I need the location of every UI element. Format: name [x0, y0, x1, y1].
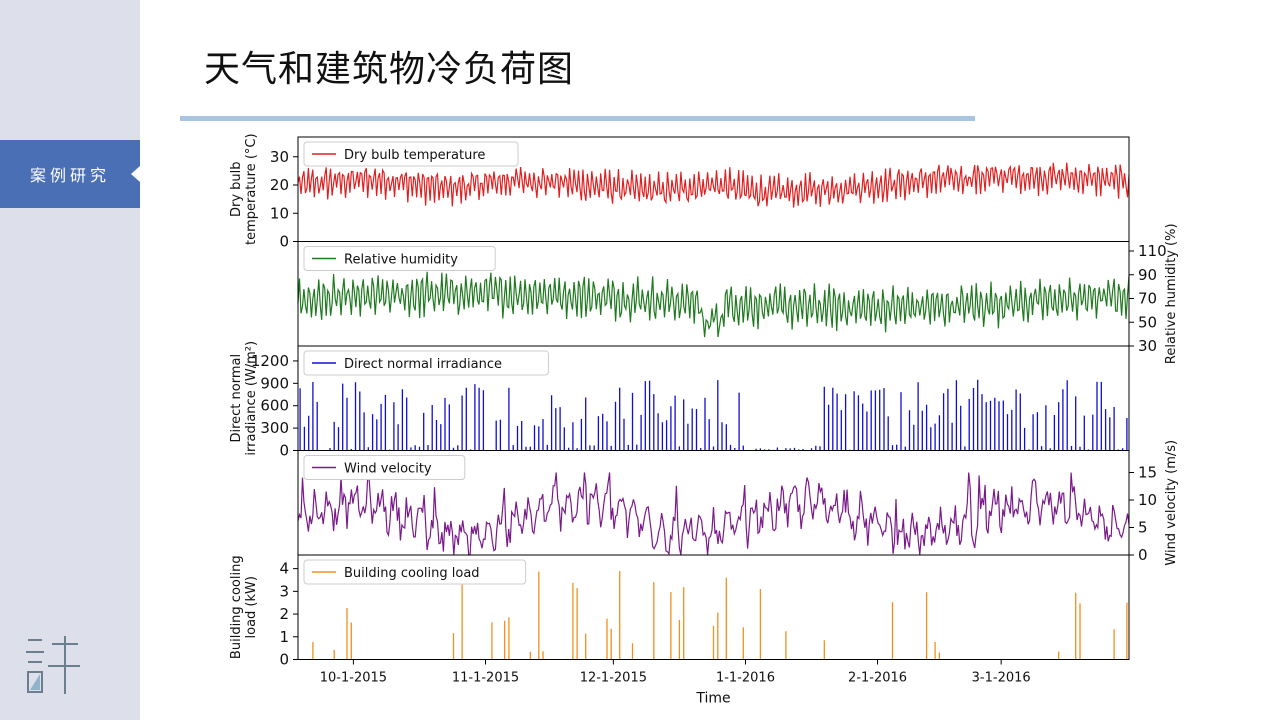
series-line-0	[297, 162, 1130, 208]
y-axis-label: Wind velocity (m/s)	[1164, 440, 1179, 566]
y-tick-label: 2	[279, 605, 289, 623]
y-tick-label: 900	[260, 374, 289, 392]
y-axis-label: Relative humidity (%)	[1164, 223, 1179, 364]
y-tick-label: 300	[260, 419, 289, 437]
y-axis-label: Dry bulb	[229, 161, 244, 217]
legend-label: Direct normal irradiance	[344, 357, 502, 372]
legend-label: Wind velocity	[344, 462, 432, 477]
x-tick-label: 1-1-2016	[716, 671, 775, 686]
logo-icon	[26, 636, 80, 694]
series-spikes-2	[299, 379, 1128, 451]
y-tick-label: 1200	[251, 352, 289, 370]
legend-box	[303, 246, 496, 271]
x-tick-label: 3-1-2016	[972, 671, 1031, 686]
x-tick-label: 12-1-2015	[580, 671, 647, 686]
y-axis-label: irradiance (W/m²)	[244, 341, 259, 456]
y-tick-label: 20	[270, 176, 289, 194]
legend-label: Dry bulb temperature	[344, 148, 485, 163]
x-tick-label: 11-1-2015	[452, 671, 519, 686]
y-tick-label: 90	[1138, 266, 1157, 284]
tab-pointer	[131, 166, 140, 182]
y-tick-label: 30	[1138, 337, 1157, 355]
title-divider	[180, 116, 975, 121]
y-axis-label: load (kW)	[244, 576, 259, 638]
page-title: 天气和建筑物冷负荷图	[204, 49, 575, 90]
y-tick-label: 1	[279, 628, 289, 646]
y-tick-label: 15	[1138, 464, 1157, 482]
sidebar-tab-case-study[interactable]: 案例研究	[0, 140, 140, 208]
x-tick-label: 10-1-2015	[320, 671, 387, 686]
y-tick-label: 10	[1138, 491, 1157, 509]
y-tick-label: 5	[1138, 519, 1148, 537]
y-tick-label: 0	[279, 233, 289, 251]
x-tick-label: 2-1-2016	[848, 671, 907, 686]
y-tick-label: 3	[279, 582, 289, 600]
sidebar-tab-label: 案例研究	[29, 166, 110, 185]
y-tick-label: 70	[1138, 290, 1157, 308]
legend-label: Relative humidity	[344, 253, 458, 268]
x-axis-label: Time	[695, 691, 730, 707]
legend-box	[303, 559, 527, 585]
series-spikes-4	[312, 571, 1128, 660]
legend-label: Building cooling load	[344, 566, 480, 581]
series-line-3	[297, 472, 1130, 556]
y-tick-label: 50	[1138, 313, 1157, 331]
y-tick-label: 30	[270, 148, 289, 166]
y-axis-label: Building cooling	[229, 555, 244, 659]
series-line-1	[297, 271, 1130, 338]
legend-box	[303, 141, 519, 167]
y-tick-label: 0	[279, 442, 289, 460]
y-tick-label: 0	[279, 651, 289, 669]
y-tick-label: 110	[1138, 242, 1167, 260]
y-tick-label: 0	[1138, 546, 1148, 564]
y-tick-label: 600	[260, 397, 289, 415]
y-tick-label: 10	[270, 204, 289, 222]
y-axis-label: Direct normal	[229, 354, 244, 443]
legend-box	[303, 350, 549, 376]
y-tick-label: 4	[279, 560, 289, 578]
y-axis-label: temperature (°C)	[244, 133, 259, 245]
panel-frame-4	[297, 554, 1130, 660]
sidebar	[0, 0, 140, 720]
legend-box	[303, 455, 466, 480]
